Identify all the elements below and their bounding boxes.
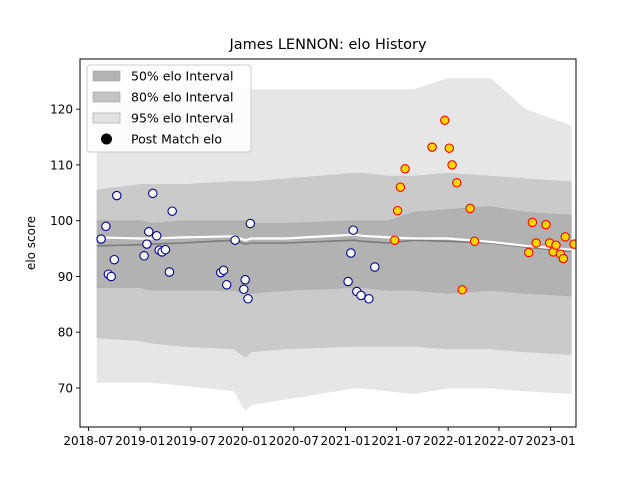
legend-label: 50% elo Interval: [131, 69, 233, 84]
y-tick-label: 100: [50, 214, 73, 228]
data-point: [101, 221, 111, 232]
data-point: [167, 206, 177, 216]
axes-frame: [79, 58, 577, 428]
data-point: [245, 218, 256, 229]
legend-box: [86, 64, 252, 153]
data-point: [444, 143, 455, 153]
data-point: [400, 164, 410, 174]
data-point: [395, 182, 406, 192]
y-axis-label: elo score: [24, 216, 38, 270]
x-tick-label: 2022-01: [423, 434, 473, 448]
legend: 50% elo Interval 80% elo Interval 95% elo …: [86, 64, 252, 153]
data-point: [106, 271, 116, 282]
data-point: [569, 239, 576, 249]
series-late: [389, 115, 576, 295]
series-early: [96, 188, 380, 304]
data-point: [541, 219, 551, 230]
legend-label: Post Match elo: [131, 132, 222, 147]
mean-line: [97, 233, 572, 251]
data-point: [560, 232, 571, 242]
x-tick-label: 2019-07: [166, 434, 216, 448]
data-point: [148, 188, 158, 199]
data-point: [392, 205, 403, 216]
data-point: [96, 234, 106, 244]
data-point: [457, 285, 467, 295]
x-tick-label: 2022-07: [474, 434, 524, 448]
data-point: [356, 290, 366, 301]
y-tick-label: 110: [50, 158, 73, 172]
data-point: [452, 178, 462, 188]
data-point: [370, 262, 380, 272]
data-point: [465, 203, 475, 214]
data-point: [243, 294, 253, 304]
plot-content: [96, 78, 576, 411]
axes: 2018-07 2019-01 2019-07 2020-01 2020-07 2021-…: [50, 58, 577, 448]
data-point: [160, 244, 171, 255]
data-point: [142, 239, 152, 249]
data-point: [221, 280, 232, 290]
data-point: [239, 284, 249, 295]
x-tick-label: 2021-01: [320, 434, 370, 448]
x-tick-label: 2021-07: [371, 434, 421, 448]
data-point: [230, 235, 240, 245]
data-point: [139, 251, 149, 261]
x-tick-label: 2020-01: [218, 434, 268, 448]
data-point: [348, 225, 358, 235]
data-point: [558, 253, 569, 264]
data-point: [240, 275, 250, 285]
data-point: [389, 235, 400, 245]
y-tick-label: 70: [58, 381, 73, 395]
y-tick-label: 80: [58, 326, 73, 340]
legend-marker: [101, 133, 112, 145]
data-point: [164, 267, 175, 277]
y-tick-label: 90: [58, 270, 73, 284]
median-line: [97, 239, 572, 253]
x-tick-label: 2018-07: [63, 434, 113, 448]
legend-label: 95% elo Interval: [131, 111, 233, 126]
data-point: [343, 276, 353, 287]
x-tick-label: 2020-07: [269, 434, 319, 448]
legend-swatch: [92, 112, 121, 124]
data-point: [527, 217, 538, 228]
data-point: [447, 160, 457, 170]
data-point: [144, 227, 154, 237]
data-point: [112, 190, 122, 201]
data-point: [427, 142, 437, 152]
data-point: [469, 236, 480, 247]
data-point: [364, 294, 374, 304]
data-point: [346, 248, 356, 258]
data-point: [524, 247, 534, 258]
data-point: [531, 238, 541, 248]
data-point: [151, 231, 162, 241]
plot-area: [96, 78, 576, 411]
chart-title: James LENNON: elo History: [228, 37, 426, 53]
data-point: [440, 115, 450, 126]
data-point: [551, 240, 561, 250]
legend-label: 80% elo Interval: [131, 90, 233, 105]
legend-swatch: [92, 70, 121, 82]
y-tick-label: 120: [50, 103, 73, 117]
data-point: [109, 254, 120, 265]
data-point: [218, 265, 229, 276]
legend-swatch: [92, 91, 121, 103]
x-tick-label: 2023-01: [526, 434, 576, 448]
x-tick-label: 2019-01: [115, 434, 165, 448]
